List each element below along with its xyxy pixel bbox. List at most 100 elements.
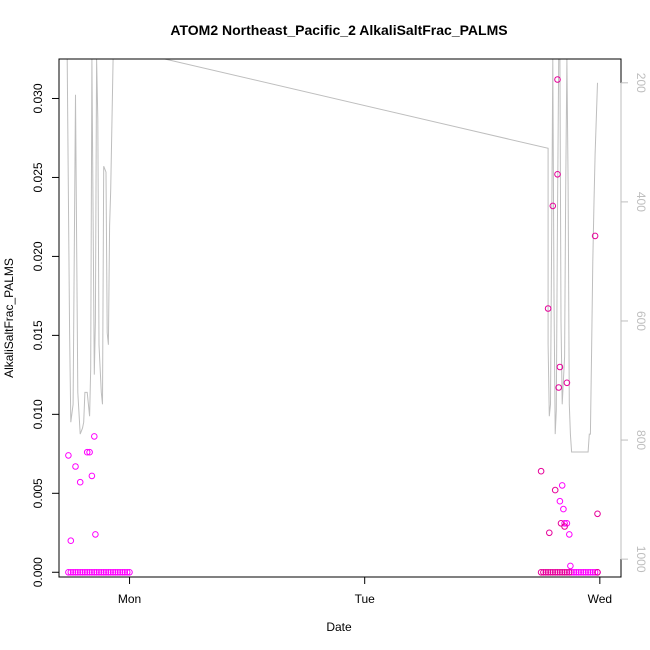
data-point xyxy=(554,76,561,83)
data-point xyxy=(580,569,587,576)
data-point xyxy=(98,569,105,576)
data-point xyxy=(594,569,601,576)
y-tick-label: 0.015 xyxy=(31,320,45,350)
data-point xyxy=(109,569,117,576)
data-point xyxy=(558,482,566,489)
data-point xyxy=(83,569,91,576)
data-point xyxy=(67,569,75,576)
data-point xyxy=(594,510,601,518)
data-point xyxy=(551,569,559,576)
data-point xyxy=(554,171,561,178)
data-point xyxy=(555,384,563,391)
data-point xyxy=(551,486,559,494)
data-point xyxy=(81,569,89,576)
data-point xyxy=(591,569,599,576)
data-point xyxy=(126,569,133,576)
y-tick-label: 0.005 xyxy=(31,478,45,508)
chart-title: ATOM2 Northeast_Pacific_2 AlkaliSaltFrac… xyxy=(170,22,507,38)
plot-frame xyxy=(58,58,622,578)
data-point xyxy=(557,520,565,527)
data-point xyxy=(582,569,590,576)
data-point xyxy=(575,569,583,576)
data-point xyxy=(537,467,545,475)
data-point xyxy=(554,569,561,576)
data-point xyxy=(121,569,129,576)
y-axis-label: AlkaliSaltFrac_PALMS xyxy=(2,258,16,378)
data-point xyxy=(591,232,599,240)
data-point xyxy=(112,569,119,576)
data-point xyxy=(86,448,93,456)
data-point xyxy=(563,569,571,576)
data-point xyxy=(74,569,82,576)
data-point xyxy=(72,569,79,576)
depth-line xyxy=(66,59,598,453)
data-point xyxy=(563,379,571,387)
data-point xyxy=(589,569,597,576)
data-point xyxy=(72,463,79,470)
data-point xyxy=(93,569,100,576)
y2-tick-label: 600 xyxy=(634,311,648,331)
plot-area xyxy=(65,59,601,576)
data-point xyxy=(556,569,564,576)
data-point xyxy=(79,569,86,576)
data-point xyxy=(546,529,553,537)
data-point xyxy=(556,497,564,505)
y-tick-label: 0.020 xyxy=(31,241,45,271)
data-point xyxy=(100,569,107,576)
data-point xyxy=(549,202,557,210)
data-point xyxy=(567,562,574,570)
x-tick-label: Mon xyxy=(118,592,141,606)
y-tick-label: 0.010 xyxy=(31,399,45,429)
data-point xyxy=(105,569,112,576)
y-axis: 0.000 0.005 0.010 0.015 0.020 0.025 0.030 xyxy=(31,83,60,587)
data-point xyxy=(584,569,592,576)
data-point xyxy=(65,452,72,459)
data-point xyxy=(561,569,568,576)
right-depth-axis: 200 400 600 800 1000 xyxy=(620,73,648,573)
data-point xyxy=(83,448,91,456)
data-point xyxy=(102,569,110,576)
data-point xyxy=(570,569,578,576)
data-point xyxy=(537,569,545,576)
x-axis: Mon Tue Wed xyxy=(118,576,612,606)
data-point xyxy=(114,569,122,576)
data-point xyxy=(91,433,98,440)
y-tick-label: 0.030 xyxy=(31,83,45,113)
y2-tick-label: 1000 xyxy=(634,546,648,573)
data-point xyxy=(566,569,573,576)
data-point xyxy=(547,569,554,576)
data-point xyxy=(561,520,568,527)
data-point xyxy=(88,569,96,576)
data-point xyxy=(544,305,552,312)
data-point xyxy=(69,569,77,576)
x-tick-label: Tue xyxy=(355,592,376,606)
data-point xyxy=(556,363,564,371)
data-point xyxy=(107,569,114,576)
data-point xyxy=(67,537,75,545)
data-point xyxy=(116,569,124,576)
y2-tick-label: 200 xyxy=(634,73,648,93)
data-point xyxy=(561,523,568,530)
x-tick-label: Wed xyxy=(588,592,612,606)
data-point xyxy=(91,569,98,576)
data-point xyxy=(76,478,84,486)
data-point xyxy=(76,569,84,576)
data-point xyxy=(86,569,93,576)
data-point xyxy=(568,569,575,576)
data-point xyxy=(558,569,566,576)
data-point xyxy=(587,569,594,576)
data-point xyxy=(92,531,99,538)
y-tick-label: 0.000 xyxy=(31,557,45,587)
data-point xyxy=(560,505,567,513)
data-point xyxy=(544,569,552,576)
y-tick-label: 0.025 xyxy=(31,162,45,192)
data-point xyxy=(549,569,557,576)
data-point xyxy=(88,472,96,480)
data-point xyxy=(65,569,72,576)
x-axis-label: Date xyxy=(326,620,352,634)
data-point xyxy=(542,569,550,576)
data-point xyxy=(566,531,573,538)
data-point xyxy=(540,569,547,576)
data-point xyxy=(123,569,131,576)
